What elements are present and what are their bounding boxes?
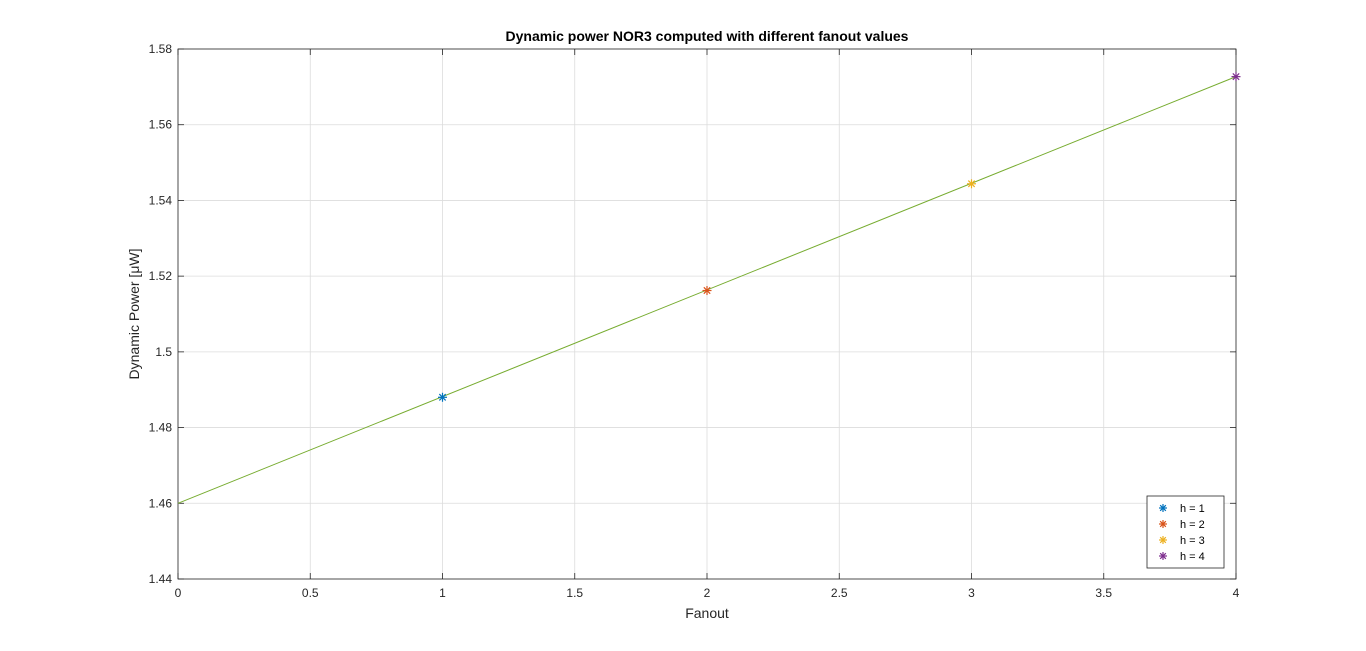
y-tick-label: 1.48 [149, 421, 173, 435]
x-axis-label: Fanout [685, 605, 729, 621]
legend-entry-label: h = 2 [1180, 519, 1205, 531]
y-tick-label: 1.46 [149, 496, 173, 510]
legend-marker [1159, 504, 1167, 512]
x-tick-label: 2 [704, 586, 711, 600]
data-point-marker [1231, 72, 1241, 82]
axis-ticks: 0 0.5 1 1.5 2 2.5 3 3.5 41.441.461.481.51.521.54… [149, 42, 1240, 600]
legend: h = 1 h = 2 h = 3 h = 4 [1146, 495, 1225, 569]
data-point-marker [438, 392, 447, 402]
chart-title: Dynamic power NOR3 computed with differe… [506, 28, 909, 44]
y-tick-label: 1.5 [155, 345, 172, 359]
x-tick-label: 3.5 [1095, 586, 1112, 600]
x-tick-label: 0 [175, 586, 182, 600]
x-tick-label: 1 [439, 586, 446, 600]
y-tick-label: 1.44 [149, 572, 173, 586]
legend-marker [1159, 520, 1167, 528]
x-tick-label: 3 [968, 586, 975, 600]
y-axis-label: Dynamic Power [μW] [126, 249, 142, 380]
legend-entry-label: h = 1 [1180, 503, 1205, 515]
y-tick-label: 1.54 [149, 193, 173, 207]
plot-area [177, 72, 1241, 504]
x-tick-label: 1.5 [566, 586, 583, 600]
y-tick-label: 1.58 [149, 42, 173, 56]
x-tick-label: 4 [1233, 586, 1240, 600]
legend-marker [1159, 536, 1167, 544]
x-tick-label: 0.5 [302, 586, 319, 600]
y-tick-label: 1.56 [149, 118, 173, 132]
data-point-marker [702, 286, 712, 296]
x-tick-label: 2.5 [831, 586, 848, 600]
legend-entry-label: h = 4 [1180, 551, 1205, 563]
y-tick-label: 1.52 [149, 269, 173, 283]
legend-marker [1159, 552, 1167, 560]
legend-entry-label: h = 3 [1180, 535, 1205, 547]
data-point-marker [967, 179, 976, 189]
